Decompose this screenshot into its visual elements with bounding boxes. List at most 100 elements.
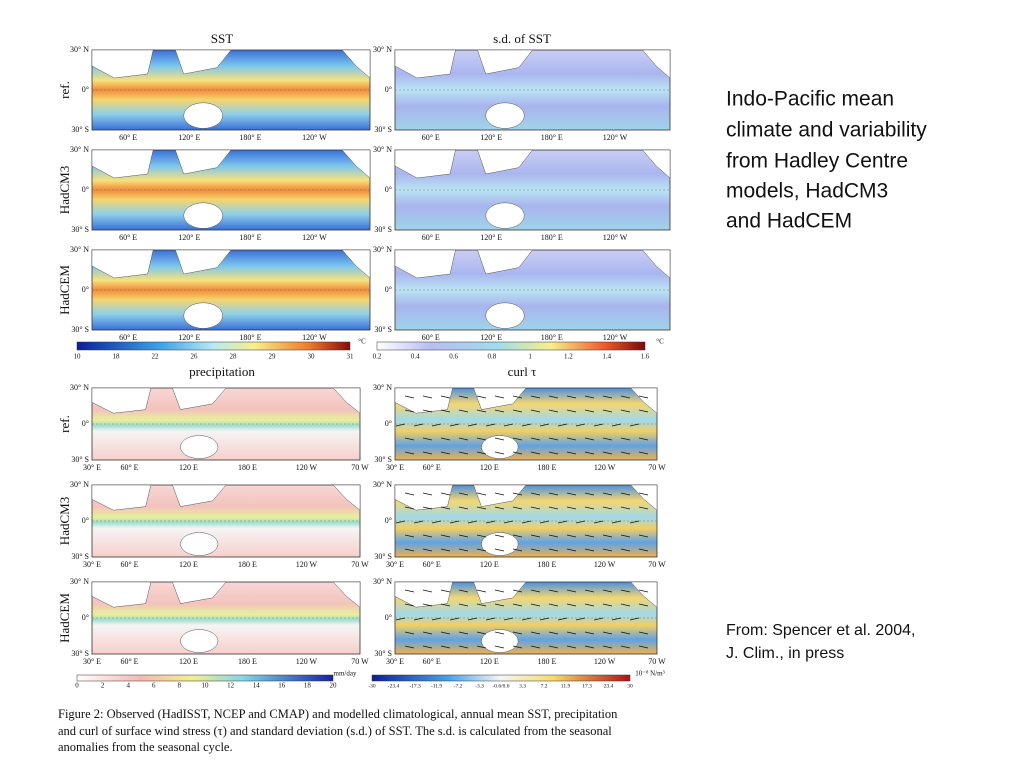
lat-label: 0°	[82, 516, 89, 525]
lon-label: 180° E	[541, 133, 563, 142]
wind-arrow	[602, 645, 613, 649]
colorbar-tick-label: 1	[528, 353, 532, 361]
wind-arrow	[584, 534, 595, 538]
wind-arrow	[458, 548, 469, 552]
wind-arrow	[566, 631, 577, 635]
lon-label: 30° E	[83, 560, 101, 569]
wind-arrow	[476, 409, 487, 413]
land	[641, 49, 671, 79]
land	[630, 484, 658, 511]
wind-arrow	[629, 617, 640, 621]
wind-arrow	[503, 520, 514, 524]
colorbar-tick-label: 0.6	[449, 353, 458, 361]
colorbar-unit: 10⁻⁸ N/m³	[635, 670, 664, 678]
colorbar-tick-label: -11.9	[431, 683, 443, 689]
wind-arrow	[440, 409, 451, 413]
lon-label: 120° W	[603, 333, 628, 342]
wind-arrow	[539, 520, 550, 524]
colorbar-tick-label: -7.2	[454, 683, 463, 689]
wind-arrow	[422, 437, 433, 441]
colorbar-unit: °C	[656, 338, 664, 346]
land	[172, 581, 227, 604]
wind-arrow	[422, 645, 433, 649]
lon-label: 180° E	[239, 333, 261, 342]
lon-label: 60° E	[423, 560, 441, 569]
lon-label: 120° W	[302, 333, 327, 342]
wind-arrow	[638, 451, 649, 455]
lat-label: 30° N	[70, 145, 89, 154]
wind-arrow	[440, 589, 451, 593]
wind-arrow	[467, 617, 478, 621]
wind-arrow	[530, 548, 541, 552]
wind-arrow	[422, 603, 433, 607]
wind-arrow	[584, 492, 595, 496]
land	[91, 581, 152, 608]
wind-arrow	[512, 492, 523, 496]
side-text: Indo-Pacific mean climate and variabilit…	[726, 88, 927, 663]
colorbar-tick-label: 0	[75, 682, 79, 690]
wind-arrow	[458, 409, 469, 413]
colorbar-tick-label: 0.4	[411, 353, 420, 361]
side-title-line: from Hadley Centre	[726, 150, 908, 173]
wind-arrow	[440, 492, 451, 496]
colorbar-tick-label: 3.3	[519, 683, 526, 689]
wind-arrow	[602, 548, 613, 552]
caption-line: anomalies from the seasonal cycle.	[58, 740, 233, 754]
colorbar-tick-label: 30	[308, 353, 316, 361]
wind-arrow	[512, 548, 523, 552]
lat-label: 30° N	[373, 577, 392, 586]
lat-label: 0°	[385, 613, 392, 622]
wind-arrow	[566, 409, 577, 413]
wind-arrow	[476, 603, 487, 607]
lon-label: 120 E	[480, 657, 499, 666]
land	[481, 532, 519, 556]
wind-arrow	[431, 617, 442, 621]
wind-arrow	[548, 492, 559, 496]
lon-label: 180 E	[238, 657, 257, 666]
land	[394, 149, 456, 179]
wind-arrow	[548, 589, 559, 593]
land	[641, 149, 671, 179]
wind-arrow	[566, 589, 577, 593]
row-label: HadCM3	[57, 166, 72, 214]
lat-label: 30° N	[373, 45, 392, 54]
lat-label: 0°	[82, 185, 89, 194]
row-label: ref.	[57, 415, 72, 433]
wind-arrow	[548, 437, 559, 441]
wind-arrow	[512, 506, 523, 510]
colorbar-tick-label: -0.6/0.6	[492, 683, 509, 689]
wind-arrow	[422, 506, 433, 510]
wind-arrow	[503, 617, 514, 621]
lat-label: 30° S	[374, 552, 392, 561]
wind-arrow	[476, 395, 487, 399]
wind-arrow	[620, 409, 631, 413]
wind-arrow	[404, 395, 415, 399]
lon-label: 180 E	[238, 463, 257, 472]
wind-arrow	[458, 631, 469, 635]
land	[180, 435, 219, 459]
lat-label: 30° S	[71, 455, 89, 464]
wind-arrow	[494, 437, 505, 441]
colorbar-tick-label: 10	[74, 353, 82, 361]
wind-arrow	[458, 589, 469, 593]
wind-arrow	[638, 645, 649, 649]
lon-label: 120° W	[302, 233, 327, 242]
wind-arrow	[404, 534, 415, 538]
wind-arrow	[593, 520, 604, 524]
lon-label: 180° E	[541, 233, 563, 242]
lat-label: 0°	[82, 85, 89, 94]
wind-arrow	[512, 437, 523, 441]
lon-label: 70 W	[648, 463, 666, 472]
wind-arrow	[404, 548, 415, 552]
colorbar-unit: mm/day	[334, 670, 357, 678]
land	[180, 532, 219, 556]
lon-label: 70 W	[648, 657, 666, 666]
lat-label: 30° S	[71, 125, 89, 134]
land	[481, 435, 519, 459]
wind-arrow	[584, 589, 595, 593]
wind-arrow	[413, 423, 424, 427]
colorbar-tick-label: 4	[126, 682, 130, 690]
wind-arrow	[404, 451, 415, 455]
wind-arrow	[566, 506, 577, 510]
